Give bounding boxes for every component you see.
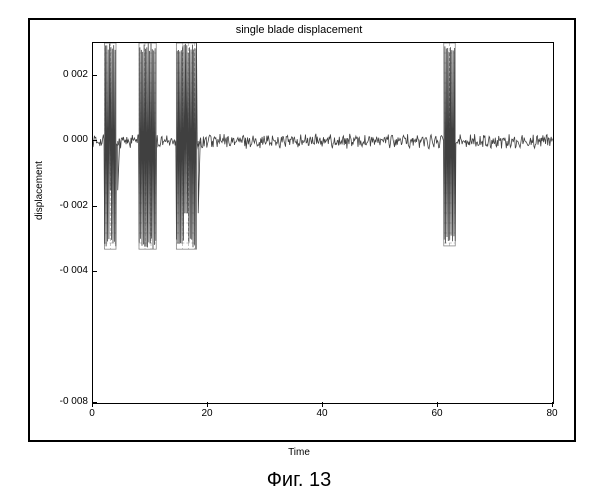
figure-container: single blade displacement displacement -… — [0, 0, 598, 500]
plot-svg — [93, 43, 553, 403]
x-tick-mark — [207, 402, 208, 407]
x-tick-label: 20 — [201, 408, 212, 419]
x-tick-label: 0 — [89, 408, 95, 419]
y-tick-mark — [92, 206, 97, 207]
y-tick-label: -0 004 — [36, 265, 88, 276]
y-tick-label: -0 002 — [36, 200, 88, 211]
x-tick-mark — [552, 402, 553, 407]
chart-title: single blade displacement — [0, 24, 598, 36]
x-tick-label: 60 — [431, 408, 442, 419]
x-axis-label: Time — [0, 447, 598, 458]
x-tick-mark — [92, 402, 93, 407]
x-tick-mark — [437, 402, 438, 407]
figure-caption: Фиг. 13 — [0, 469, 598, 492]
y-tick-label: 0 002 — [36, 69, 88, 80]
y-tick-label: -0 008 — [36, 396, 88, 407]
x-tick-label: 80 — [546, 408, 557, 419]
y-tick-mark — [92, 75, 97, 76]
plot-area — [92, 42, 554, 404]
y-tick-label: 0 000 — [36, 134, 88, 145]
y-axis-label: displacement — [34, 161, 45, 220]
x-tick-label: 40 — [316, 408, 327, 419]
y-tick-mark — [92, 271, 97, 272]
x-tick-mark — [322, 402, 323, 407]
y-tick-mark — [92, 140, 97, 141]
